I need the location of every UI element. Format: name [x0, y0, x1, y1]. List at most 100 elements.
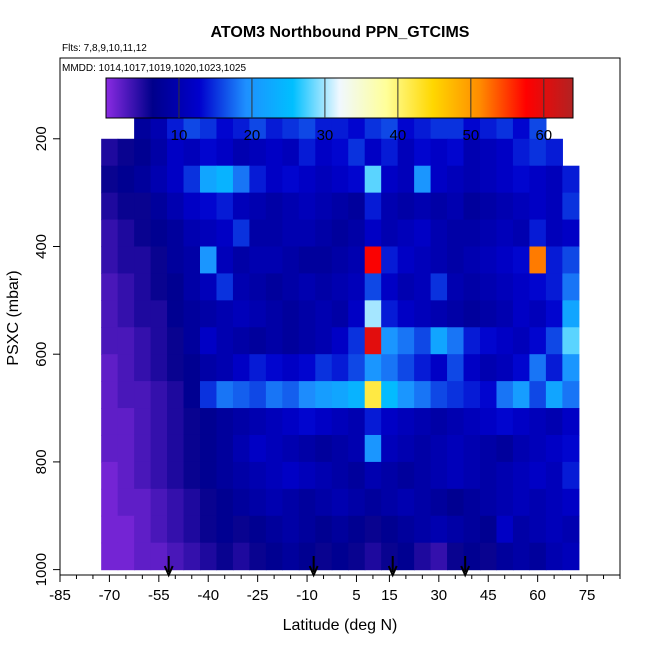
heatmap-cell [562, 246, 580, 275]
heatmap-cell [512, 488, 531, 517]
heatmap-cell [183, 488, 201, 517]
heatmap-cell [463, 488, 481, 517]
heatmap-cell [117, 327, 135, 355]
heatmap-cell [200, 327, 218, 355]
heatmap-cell [397, 542, 415, 571]
x-tick-label: -40 [197, 587, 219, 604]
heatmap-cell [150, 461, 168, 490]
heatmap-cell [447, 381, 465, 409]
heatmap-cell [183, 300, 201, 328]
heatmap-cell [331, 138, 349, 167]
heatmap-cell [414, 219, 432, 248]
heatmap-cell [117, 515, 135, 544]
heatmap-cell [200, 219, 218, 248]
heatmap-cell [545, 515, 563, 544]
heatmap-cell [397, 273, 415, 301]
heatmap-cell [447, 515, 465, 544]
heatmap-cell [167, 408, 185, 436]
heatmap-cell [232, 354, 251, 382]
heatmap-cell [117, 354, 135, 382]
heatmap-cell [529, 165, 547, 194]
heatmap-cell [381, 434, 399, 463]
heatmap-cell [134, 111, 152, 140]
heatmap-cell [512, 165, 531, 194]
heatmap-cell [364, 111, 382, 140]
heatmap-cell [430, 138, 448, 167]
heatmap-cell [381, 246, 399, 275]
heatmap-cell [298, 300, 316, 328]
heatmap-cell [512, 408, 531, 436]
heatmap-cell [512, 219, 531, 248]
heatmap-cell [200, 111, 218, 140]
heatmap-cell [183, 192, 201, 221]
heatmap-cell [216, 165, 234, 194]
heatmap-cell [480, 515, 498, 544]
heatmap-cell [150, 354, 168, 382]
heatmap-cell [134, 165, 152, 194]
colorbar-tick-label: 40 [390, 127, 407, 144]
heatmap-cell [134, 515, 152, 544]
y-tick-label: 1000 [33, 553, 50, 586]
heatmap-cell [167, 165, 185, 194]
heatmap-cell [134, 219, 152, 248]
heatmap-cell [101, 246, 119, 275]
heatmap-cell [265, 461, 283, 490]
heatmap-cell [397, 138, 415, 167]
heatmap-cell [414, 165, 432, 194]
heatmap-cell [397, 461, 415, 490]
heatmap-cell [167, 192, 185, 221]
heatmap-cell [150, 246, 168, 275]
heatmap-cell [265, 542, 283, 571]
heatmap-cell [397, 246, 415, 275]
heatmap-cell [216, 300, 234, 328]
heatmap-cell [562, 273, 580, 301]
heatmap-cell [414, 408, 432, 436]
heatmap-cell [364, 246, 382, 275]
x-tick-label: 5 [352, 587, 360, 604]
heatmap-cell [364, 273, 382, 301]
heatmap-cell [364, 434, 382, 463]
heatmap-cell [232, 488, 251, 517]
heatmap-cell [200, 300, 218, 328]
heatmap-cell [249, 219, 267, 248]
heatmap-cell [364, 192, 382, 221]
heatmap-cell [167, 542, 185, 571]
heatmap-cell [545, 434, 563, 463]
heatmap-cell [348, 542, 366, 571]
heatmap-cell [381, 138, 399, 167]
heatmap-cell [200, 138, 218, 167]
heatmap-cell [282, 515, 300, 544]
heatmap-cell [134, 138, 152, 167]
heatmap-cell [545, 246, 563, 275]
heatmap-cell [480, 111, 498, 140]
heatmap-cell [298, 434, 316, 463]
heatmap-cell [430, 461, 448, 490]
heatmap-cell [397, 381, 415, 409]
heatmap-cell [381, 111, 399, 140]
heatmap-cell [134, 246, 152, 275]
heatmap-cell [150, 408, 168, 436]
heatmap-cell [298, 381, 316, 409]
heatmap-cell [183, 461, 201, 490]
heatmap-cell [430, 515, 448, 544]
heatmap-cell [331, 542, 349, 571]
heatmap-cell [529, 434, 547, 463]
heatmap-cell [480, 192, 498, 221]
heatmap-cell [447, 138, 465, 167]
heatmap-cell [480, 434, 498, 463]
x-tick-label: 30 [430, 587, 447, 604]
heatmap-cell [249, 434, 267, 463]
heatmap-cell [562, 327, 580, 355]
heatmap-cell [562, 461, 580, 490]
heatmap-cell [134, 408, 152, 436]
heatmap-cell [430, 219, 448, 248]
heatmap-cell [167, 138, 185, 167]
heatmap-cell [249, 165, 267, 194]
heatmap-cell [496, 327, 514, 355]
heatmap-cell [167, 246, 185, 275]
heatmap-cell [381, 408, 399, 436]
y-tick-label: 800 [33, 449, 50, 474]
heatmap-cell [496, 354, 514, 382]
heatmap-cell [315, 111, 333, 140]
heatmap-cell [216, 381, 234, 409]
